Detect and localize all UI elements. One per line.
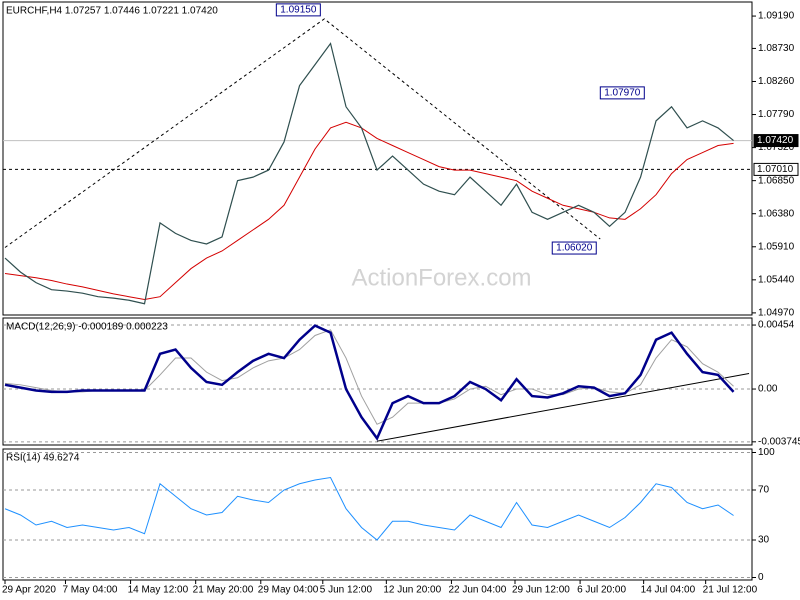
panel-frame (2, 1, 753, 316)
y-tick-label: 1.08730 (758, 43, 795, 54)
price-label: 1.07420 (757, 135, 794, 146)
y-tick-label: 0.00454 (758, 320, 795, 331)
series-line (4, 42, 734, 305)
annotation-box (599, 86, 645, 100)
annotation-label: 1.09150 (280, 5, 317, 16)
y-tick-label: 0 (758, 572, 764, 583)
x-tick-label: 7 May 04:00 (62, 585, 117, 596)
x-tick-label: 14 Jul 04:00 (641, 585, 696, 596)
x-tick-label: 6 Jul 20:00 (577, 585, 626, 596)
y-tick-label: 0.00 (758, 384, 778, 395)
annotation-label: 1.06020 (556, 243, 593, 254)
y-tick-label: 1.06380 (758, 208, 795, 219)
panel-title: MACD(12,26,9) -0.000189 0.000223 (6, 322, 168, 333)
zigzag-line (4, 18, 601, 248)
trend-line (376, 373, 750, 442)
panel-frame (2, 448, 753, 581)
x-tick-label: 14 May 12:00 (128, 585, 189, 596)
price-label: 1.07010 (757, 164, 794, 175)
x-tick-label: 29 Jun 12:00 (512, 585, 570, 596)
x-tick-label: 21 May 20:00 (193, 585, 254, 596)
y-tick-label: 1.05910 (758, 241, 795, 252)
x-tick-label: 29 Apr 2020 (2, 585, 56, 596)
series-line (4, 324, 735, 441)
y-tick-label: -0.003745 (758, 436, 800, 447)
annotation-label: 1.07970 (604, 88, 641, 99)
y-tick-label: 1.07320 (758, 142, 795, 153)
y-tick-label: 1.04970 (758, 308, 795, 319)
watermark: ActionForex.com (351, 264, 531, 291)
y-tick-label: 100 (758, 447, 775, 458)
price-label-box (753, 162, 799, 176)
y-tick-label: 1.05440 (758, 274, 795, 285)
y-tick-label: 1.09190 (758, 11, 795, 22)
x-tick-label: 22 Jun 04:00 (448, 585, 506, 596)
y-tick-label: 1.08260 (758, 76, 795, 87)
panel-title: EURCHF,H4 1.07257 1.07446 1.07221 1.0742… (6, 6, 218, 17)
x-tick-label: 21 Jul 12:00 (703, 585, 758, 596)
x-tick-label: 12 Jun 20:00 (383, 585, 441, 596)
annotation-box (551, 241, 597, 255)
x-tick-label: 29 May 04:00 (258, 585, 319, 596)
y-tick-label: 1.06850 (758, 175, 795, 186)
series-line (4, 476, 734, 541)
x-tick-label: 5 Jun 12:00 (320, 585, 373, 596)
panel-frame (2, 317, 753, 446)
y-tick-label: 70 (758, 485, 770, 496)
y-tick-label: 30 (758, 535, 770, 546)
price-label-box (753, 134, 799, 148)
y-tick-label: 1.07790 (758, 109, 795, 120)
annotation-box (275, 3, 321, 17)
series-line (4, 121, 734, 301)
panel-title: RSI(14) 49.6274 (6, 453, 80, 464)
